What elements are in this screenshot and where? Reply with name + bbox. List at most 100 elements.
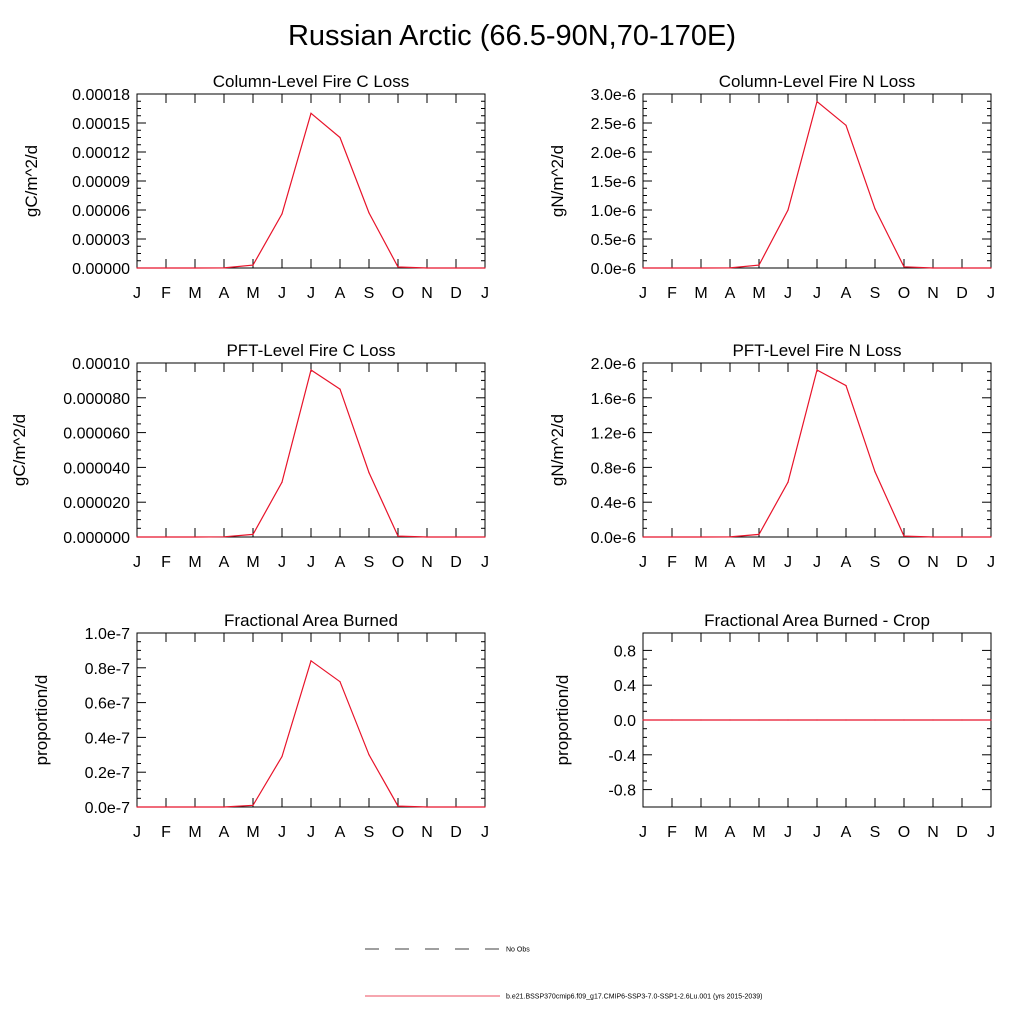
panel3-xtick-label: S	[364, 554, 375, 571]
panel2-ytick-label: 1.5e-6	[591, 174, 636, 191]
panel1-xtick-label: J	[481, 285, 489, 302]
panel2-title: Column-Level Fire N Loss	[719, 72, 916, 91]
panel2-data-point	[642, 267, 644, 269]
panel6-xtick-label: O	[898, 824, 910, 841]
panel4-xtick-label: D	[956, 554, 968, 571]
panel2-ytick-label: 0.0e-6	[591, 261, 636, 278]
panel5-xtick-label: O	[392, 824, 404, 841]
panel4-xtick-label: N	[927, 554, 939, 571]
panel6-data-point	[816, 719, 818, 721]
panel6-data-point	[961, 719, 963, 721]
panel1-title: Column-Level Fire C Loss	[213, 72, 410, 91]
panel3-data-point	[339, 388, 341, 390]
panel6-ytick-label: -0.8	[608, 783, 636, 800]
panel1-data-point	[368, 212, 370, 214]
panel2-ylabel: gN/m^2/d	[548, 145, 567, 217]
panel6-data-point	[990, 719, 992, 721]
panel4-data-point	[932, 536, 934, 538]
panel2-xtick-label: J	[987, 285, 995, 302]
panel4-xtick-label: J	[987, 554, 995, 571]
panel3-ytick-label: 0.000080	[63, 391, 130, 408]
panel4-data-point	[729, 536, 731, 538]
panel2-ytick-label: 2.0e-6	[591, 145, 636, 162]
panel3-xtick-label: M	[246, 554, 259, 571]
panel6-ytick-label: -0.4	[608, 748, 636, 765]
panel2-data-point	[932, 267, 934, 269]
panel1-xtick-label: A	[219, 285, 230, 302]
panel5-data-point	[484, 806, 486, 808]
panel2-xtick-label: S	[870, 285, 881, 302]
panel5-data-point	[339, 681, 341, 683]
panel1-data-point	[223, 267, 225, 269]
panel1-ytick-label: 0.00012	[72, 145, 130, 162]
panel2-data-point	[874, 208, 876, 210]
panel2-xtick-label: J	[784, 285, 792, 302]
panel5-xtick-label: S	[364, 824, 375, 841]
panel4-data-point	[990, 536, 992, 538]
panel1-xtick-label: J	[307, 285, 315, 302]
panel6-xtick-label: M	[752, 824, 765, 841]
panel2-xtick-label: J	[813, 285, 821, 302]
panel6-xtick-label: J	[987, 824, 995, 841]
panel2-xtick-label: M	[694, 285, 707, 302]
panel3-data-point	[281, 481, 283, 483]
panel3-xtick-label: J	[133, 554, 141, 571]
panel1-xtick-label: N	[421, 285, 433, 302]
panel2-data-point	[671, 267, 673, 269]
legend-label-model: b.e21.BSSP370cmip6.f09_g17.CMIP6-SSP3-7.…	[506, 994, 762, 1001]
panel2-data-point	[903, 266, 905, 268]
panel3-data-point	[194, 536, 196, 538]
panel4-xtick-label: J	[639, 554, 647, 571]
panel4-ytick-label: 1.2e-6	[591, 426, 636, 443]
panel5-xtick-label: J	[278, 824, 286, 841]
panel5-data-point	[136, 806, 138, 808]
panel4-series-line	[643, 369, 991, 538]
panel4-xtick-label: J	[784, 554, 792, 571]
panel4-data-point	[700, 536, 702, 538]
panel4-data-point	[816, 369, 818, 371]
panel3-xtick-label: J	[307, 554, 315, 571]
panel5-xtick-label: F	[161, 824, 171, 841]
panel4-ytick-label: 2.0e-6	[591, 356, 636, 373]
panel6-ytick-label: 0.8	[614, 643, 636, 660]
panel3-xtick-label: J	[278, 554, 286, 571]
panel5-data-point	[310, 660, 312, 662]
panel2-xtick-label: M	[752, 285, 765, 302]
panel6-xtick-label: M	[694, 824, 707, 841]
panel1-xtick-label: M	[246, 285, 259, 302]
panel6-xtick-label: F	[667, 824, 677, 841]
panel4-data-point	[787, 481, 789, 483]
panel2-data-point	[758, 264, 760, 266]
panel6-data-point	[700, 719, 702, 721]
panel1-data-point	[136, 267, 138, 269]
panel5-xtick-label: J	[133, 824, 141, 841]
panel1-xtick-label: A	[335, 285, 346, 302]
panel3-xtick-label: F	[161, 554, 171, 571]
panel3-xtick-label: A	[335, 554, 346, 571]
panel4-xtick-label: O	[898, 554, 910, 571]
panel5-xtick-label: J	[307, 824, 315, 841]
panel5-ytick-label: 1.0e-7	[85, 626, 130, 643]
panel5-ytick-label: 0.8e-7	[85, 661, 130, 678]
panel3-data-point	[165, 536, 167, 538]
panel4-xtick-label: M	[752, 554, 765, 571]
panel4-xtick-label: J	[813, 554, 821, 571]
panel5-data-point	[165, 806, 167, 808]
panel5-plot-frame	[136, 632, 486, 808]
panel1-ylabel: gC/m^2/d	[22, 145, 41, 217]
panel3-title: PFT-Level Fire C Loss	[226, 341, 395, 360]
panel1-xtick-label: F	[161, 285, 171, 302]
panel3-ytick-label: 0.000000	[63, 530, 130, 547]
panel1-plot-frame	[136, 93, 486, 269]
panel5-xtick-label: J	[481, 824, 489, 841]
panel3-data-point	[455, 536, 457, 538]
panel5-title: Fractional Area Burned	[224, 611, 398, 630]
panel3-ytick-label: 0.00010	[72, 356, 130, 373]
panel1-ytick-label: 0.00009	[72, 174, 130, 191]
panel1-data-point	[281, 213, 283, 215]
panel5-data-point	[223, 806, 225, 808]
panel3-xtick-label: N	[421, 554, 433, 571]
panel2-xtick-label: D	[956, 285, 968, 302]
panel1-data-point	[165, 267, 167, 269]
panel4-data-point	[642, 536, 644, 538]
